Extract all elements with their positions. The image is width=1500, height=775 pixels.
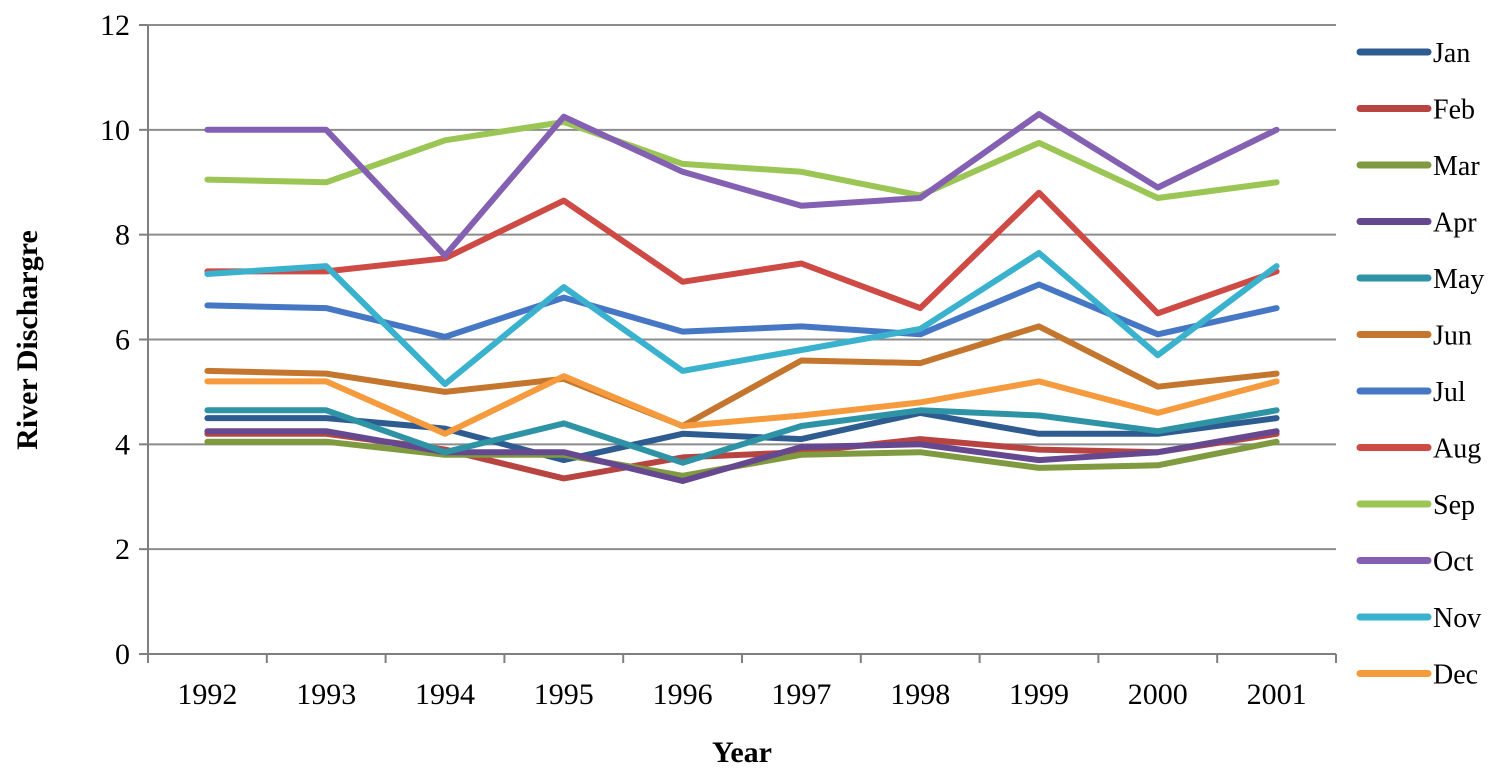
legend-label-feb: Feb <box>1433 95 1475 126</box>
x-tick-label: 1999 <box>1009 678 1069 711</box>
legend-label-dec: Dec <box>1433 660 1478 691</box>
series-line-sep <box>204 119 1280 201</box>
series-line-aug <box>204 189 1280 317</box>
legend-label-apr: Apr <box>1433 208 1477 239</box>
x-tick-label: 1997 <box>771 678 831 711</box>
legend-label-may: May <box>1433 264 1484 295</box>
x-tick-label: 2000 <box>1128 678 1188 711</box>
x-tick-label: 1996 <box>653 678 713 711</box>
series-lines <box>204 111 1280 484</box>
tick-labels: 0 2 4 6 8 10 12 1992 1993 1994 1995 1996 1997 1998 199… <box>100 9 1307 711</box>
x-tick-label: 1994 <box>415 678 475 711</box>
x-tick-label: 1995 <box>534 678 594 711</box>
gridlines <box>148 24 1336 551</box>
y-tick-label: 12 <box>100 9 130 42</box>
y-axis-title: River Dischargre <box>11 230 44 450</box>
legend-label-aug: Aug <box>1433 434 1481 465</box>
series-line-apr <box>204 428 1280 484</box>
x-tick-label: 1993 <box>296 678 356 711</box>
series-line-jan <box>204 409 1280 464</box>
legend-label-jan: Jan <box>1433 38 1470 69</box>
y-tick-label: 8 <box>115 219 130 252</box>
legend-label-mar: Mar <box>1433 151 1480 182</box>
x-axis-title: Year <box>712 736 772 769</box>
series-line-dec <box>204 373 1280 437</box>
series-line-oct <box>204 111 1280 259</box>
series-line-may <box>204 407 1280 466</box>
x-tick-label: 1992 <box>177 678 237 711</box>
legend: Jan Feb Mar Apr May Jun Jul Aug Sep Oct Nov Dec <box>1356 38 1484 691</box>
legend-label-nov: Nov <box>1433 603 1481 634</box>
y-tick-label: 10 <box>100 114 130 147</box>
y-tick-label: 4 <box>115 428 130 461</box>
x-tick-label: 2001 <box>1247 678 1307 711</box>
legend-label-jul: Jul <box>1433 377 1466 408</box>
y-tick-label: 2 <box>115 533 130 566</box>
series-line-nov <box>204 250 1280 388</box>
y-tick-label: 0 <box>115 638 130 671</box>
legend-label-jun: Jun <box>1433 321 1472 352</box>
legend-label-oct: Oct <box>1433 547 1474 578</box>
y-tick-label: 6 <box>115 324 130 357</box>
series-line-jun <box>204 323 1280 429</box>
x-tick-label: 1998 <box>890 678 950 711</box>
axes <box>139 24 1337 663</box>
legend-label-sep: Sep <box>1433 490 1475 521</box>
